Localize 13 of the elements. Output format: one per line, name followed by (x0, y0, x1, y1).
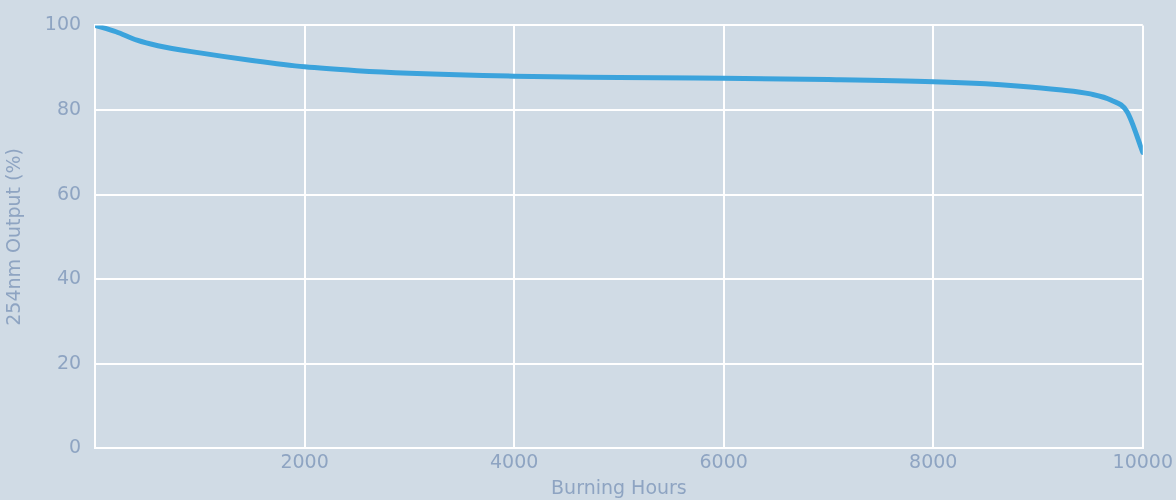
x-tick-label: 8000 (909, 449, 958, 472)
y-tick-label: 100 (44, 12, 82, 35)
y-axis-title: 254nm Output (%) (2, 148, 25, 326)
x-tick-label: 4000 (489, 449, 539, 472)
x-tick-label: 10000 (1112, 449, 1174, 472)
y-tick-label: 40 (56, 266, 82, 289)
y-tick-label: 0 (68, 435, 82, 458)
y-tick-label: 80 (56, 96, 82, 119)
x-tick-label: 6000 (699, 449, 748, 472)
x-axis-title: Burning Hours (551, 475, 687, 498)
y-tick-label: 20 (56, 350, 82, 373)
y-tick-label: 60 (56, 181, 82, 204)
x-tick-label: 2000 (280, 449, 329, 472)
